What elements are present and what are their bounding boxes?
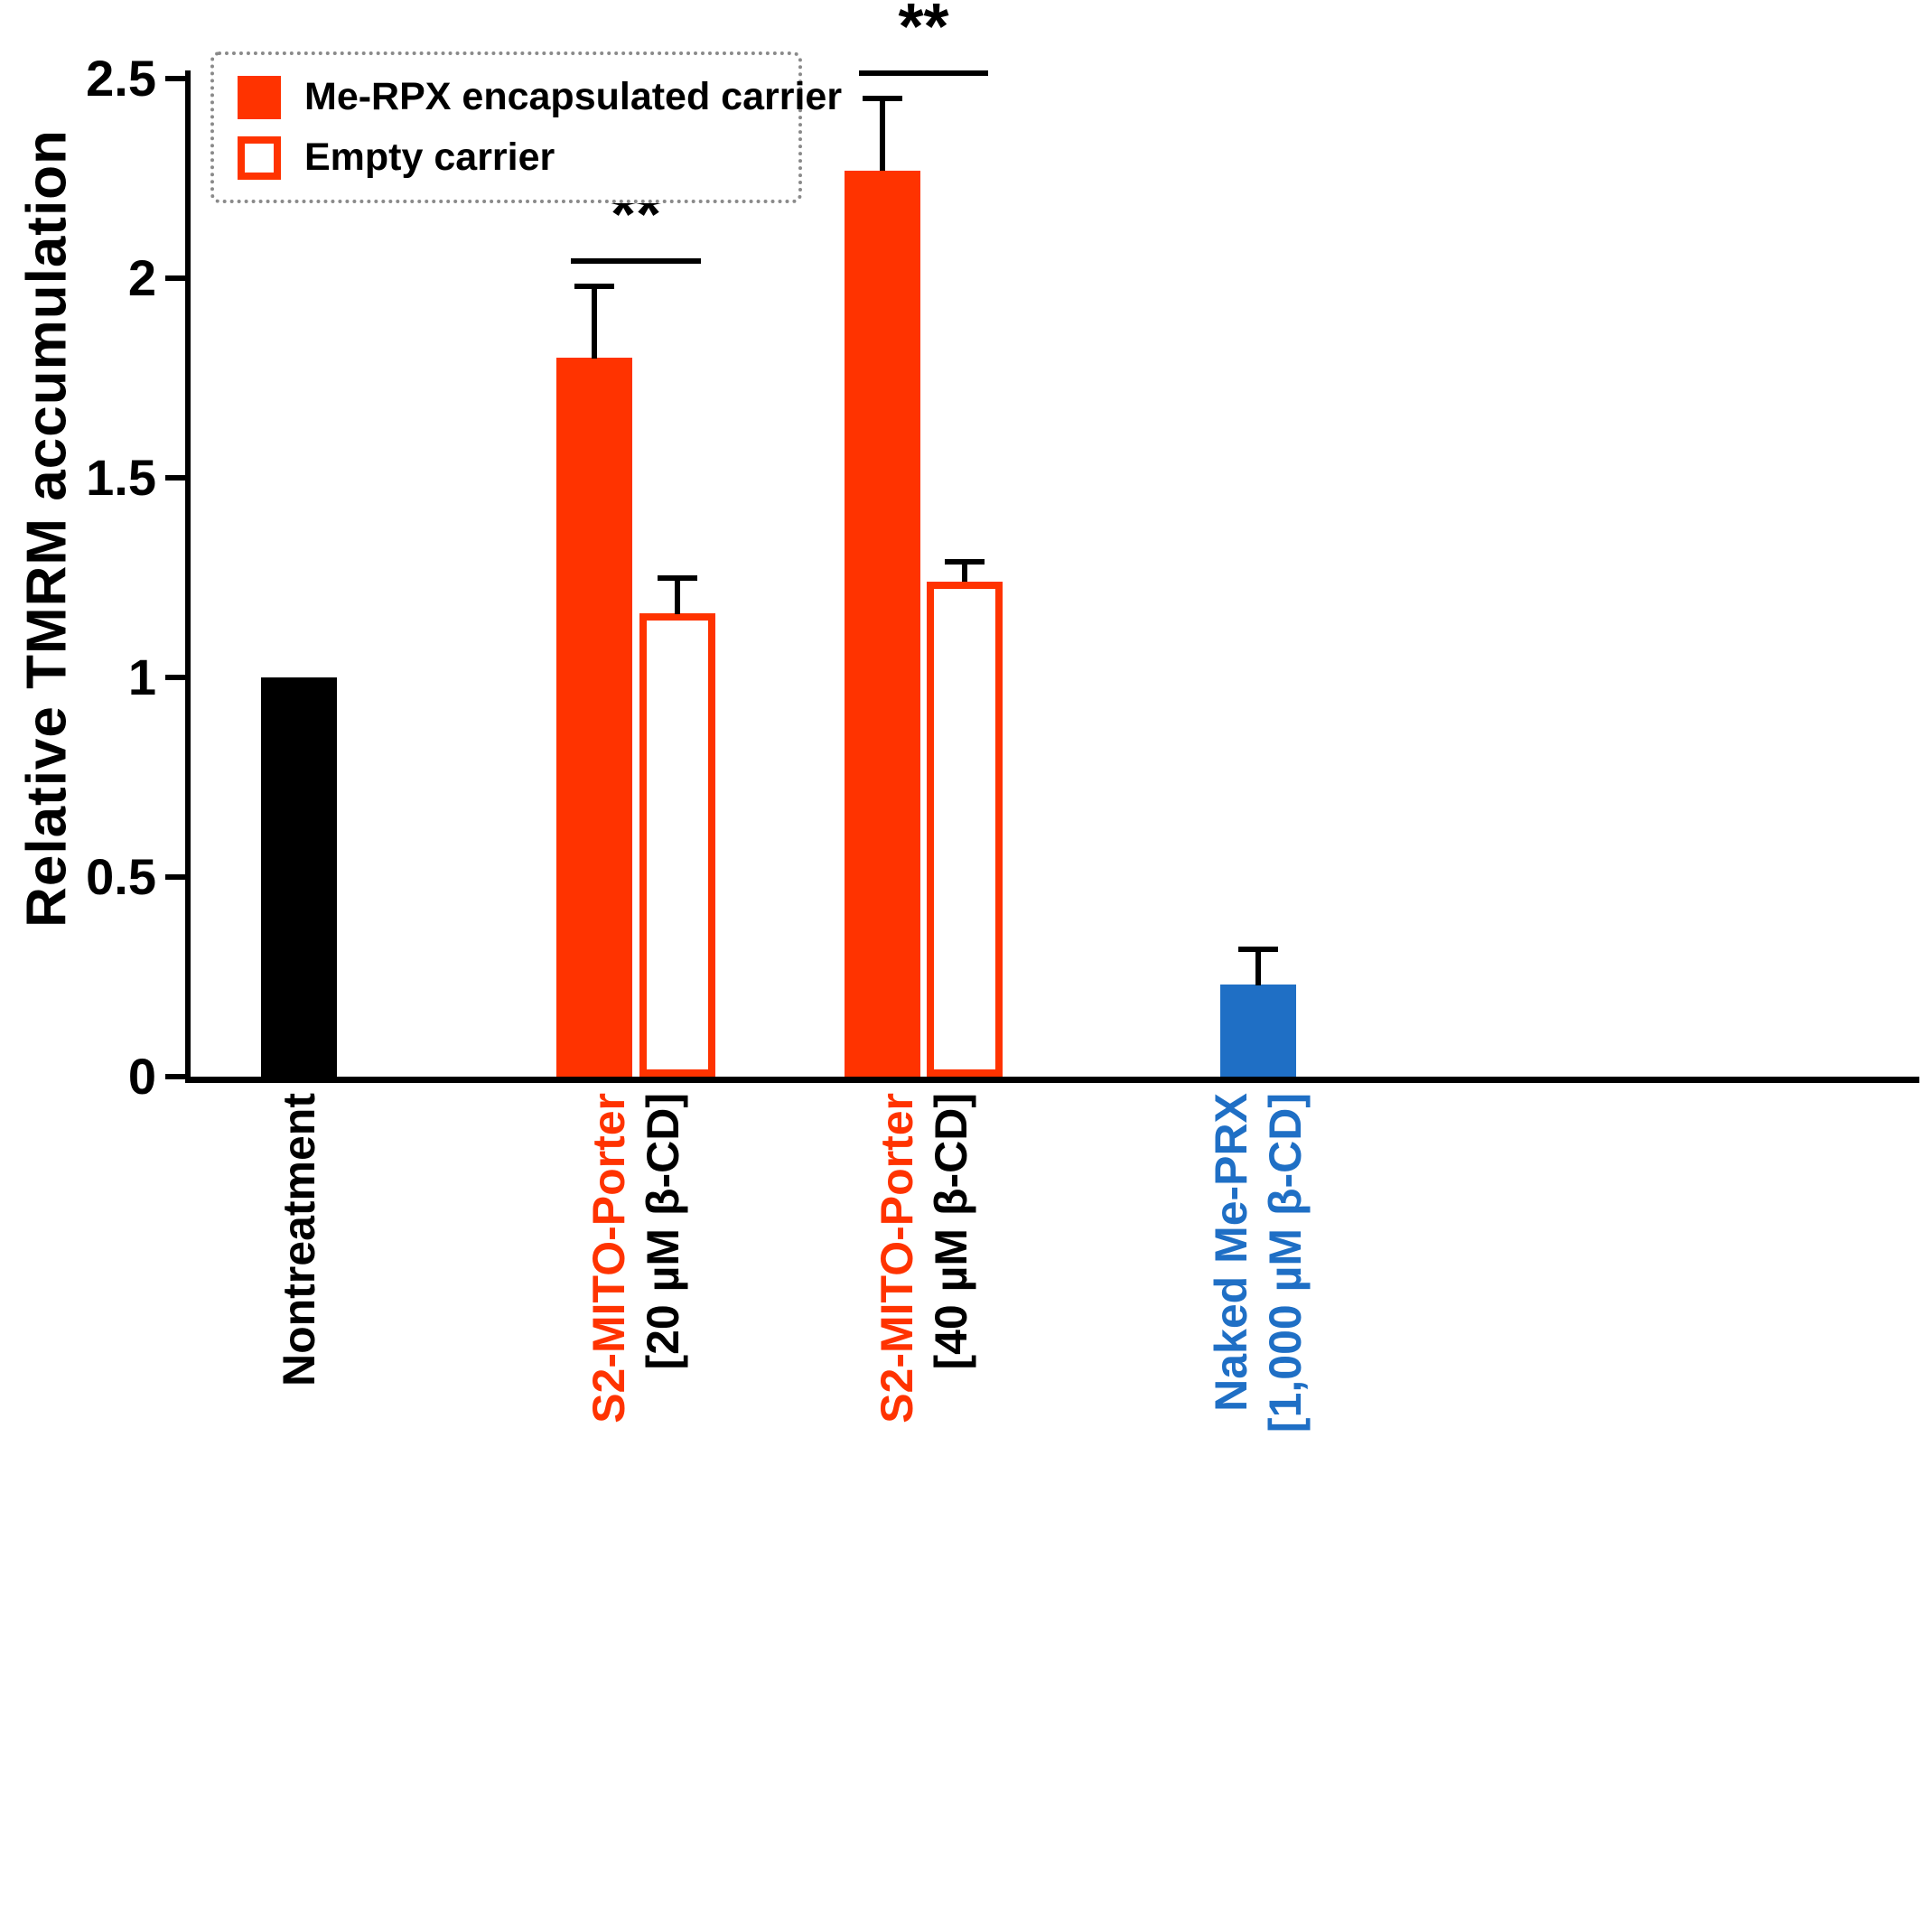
y-tick-label: 0.5 (86, 848, 156, 905)
x-axis-label-line: S2-MITO-Porter (871, 1093, 922, 1423)
y-axis (185, 70, 191, 1077)
y-tick (165, 675, 185, 680)
error-bar-cap (1238, 946, 1278, 952)
y-tick-label: 0 (127, 1048, 156, 1105)
error-bar-line (675, 577, 680, 614)
bar (1220, 985, 1296, 1077)
x-axis-label-line: Nontreatment (274, 1093, 324, 1387)
y-tick-label: 1.5 (86, 449, 156, 506)
bar (556, 358, 632, 1077)
x-axis-label-line: [40 µM β-CD] (925, 1093, 976, 1370)
outline-square-swatch-icon (238, 135, 281, 180)
y-tick (165, 275, 185, 281)
x-axis-label: Nontreatment (272, 1093, 326, 1725)
x-axis-label: Naked Me-PRX [1,000 µM β-CD] (1204, 1093, 1312, 1725)
bar (845, 171, 920, 1077)
error-bar-line (880, 98, 885, 172)
error-bar-cap (574, 283, 614, 289)
y-tick (165, 874, 185, 880)
error-bar-cap (863, 96, 902, 102)
x-axis-label-line: [20 µM β-CD] (638, 1093, 688, 1370)
significance-line (859, 70, 988, 77)
filled-square-swatch-icon (238, 75, 281, 119)
bar (639, 613, 715, 1077)
y-tick-label: 2.5 (86, 50, 156, 107)
y-tick (165, 475, 185, 481)
y-tick-label: 2 (127, 249, 156, 306)
x-axis-label: S2-MITO-Porter [40 µM β-CD] (870, 1093, 978, 1725)
y-tick-label: 1 (127, 649, 156, 705)
error-bar-line (962, 561, 967, 582)
legend: Me-RPX encapsulated carrier Empty carrie… (210, 51, 842, 203)
bar (927, 582, 1003, 1077)
significance-stars: ** (898, 0, 949, 64)
x-axis (185, 1077, 1919, 1083)
error-bar-line (1255, 948, 1261, 985)
legend-label: Me-RPX encapsulated carrier (304, 75, 843, 118)
bar (261, 677, 337, 1077)
significance-line (571, 257, 701, 264)
error-bar-line (592, 285, 597, 359)
legend-label: Empty carrier (304, 135, 555, 179)
x-axis-label-line: Naked Me-PRX (1206, 1093, 1256, 1412)
x-axis-label: S2-MITO-Porter [20 µM β-CD] (582, 1093, 690, 1725)
error-bar-cap (945, 558, 985, 565)
y-tick (165, 1074, 185, 1079)
legend-item-outline: Empty carrier (238, 135, 775, 180)
y-tick (165, 76, 185, 81)
x-axis-label-line: S2-MITO-Porter (583, 1093, 634, 1423)
legend-item-filled: Me-RPX encapsulated carrier (238, 75, 842, 119)
error-bar-cap (658, 574, 697, 581)
x-axis-label-line: [1,000 µM β-CD] (1260, 1093, 1311, 1433)
